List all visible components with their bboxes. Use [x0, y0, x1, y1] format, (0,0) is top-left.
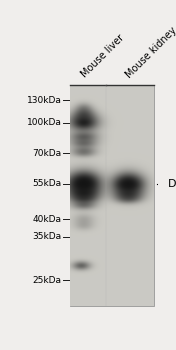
Text: 25kDa: 25kDa: [33, 276, 62, 285]
Text: 70kDa: 70kDa: [32, 149, 62, 158]
Text: DPYS: DPYS: [168, 179, 176, 189]
Text: 100kDa: 100kDa: [27, 118, 62, 127]
Text: 35kDa: 35kDa: [32, 232, 62, 241]
Text: 55kDa: 55kDa: [32, 179, 62, 188]
Text: Mouse liver: Mouse liver: [80, 33, 127, 80]
Text: 40kDa: 40kDa: [33, 215, 62, 224]
Bar: [70, 86, 154, 306]
Text: 130kDa: 130kDa: [27, 96, 62, 105]
Text: Mouse kidney: Mouse kidney: [124, 25, 176, 80]
